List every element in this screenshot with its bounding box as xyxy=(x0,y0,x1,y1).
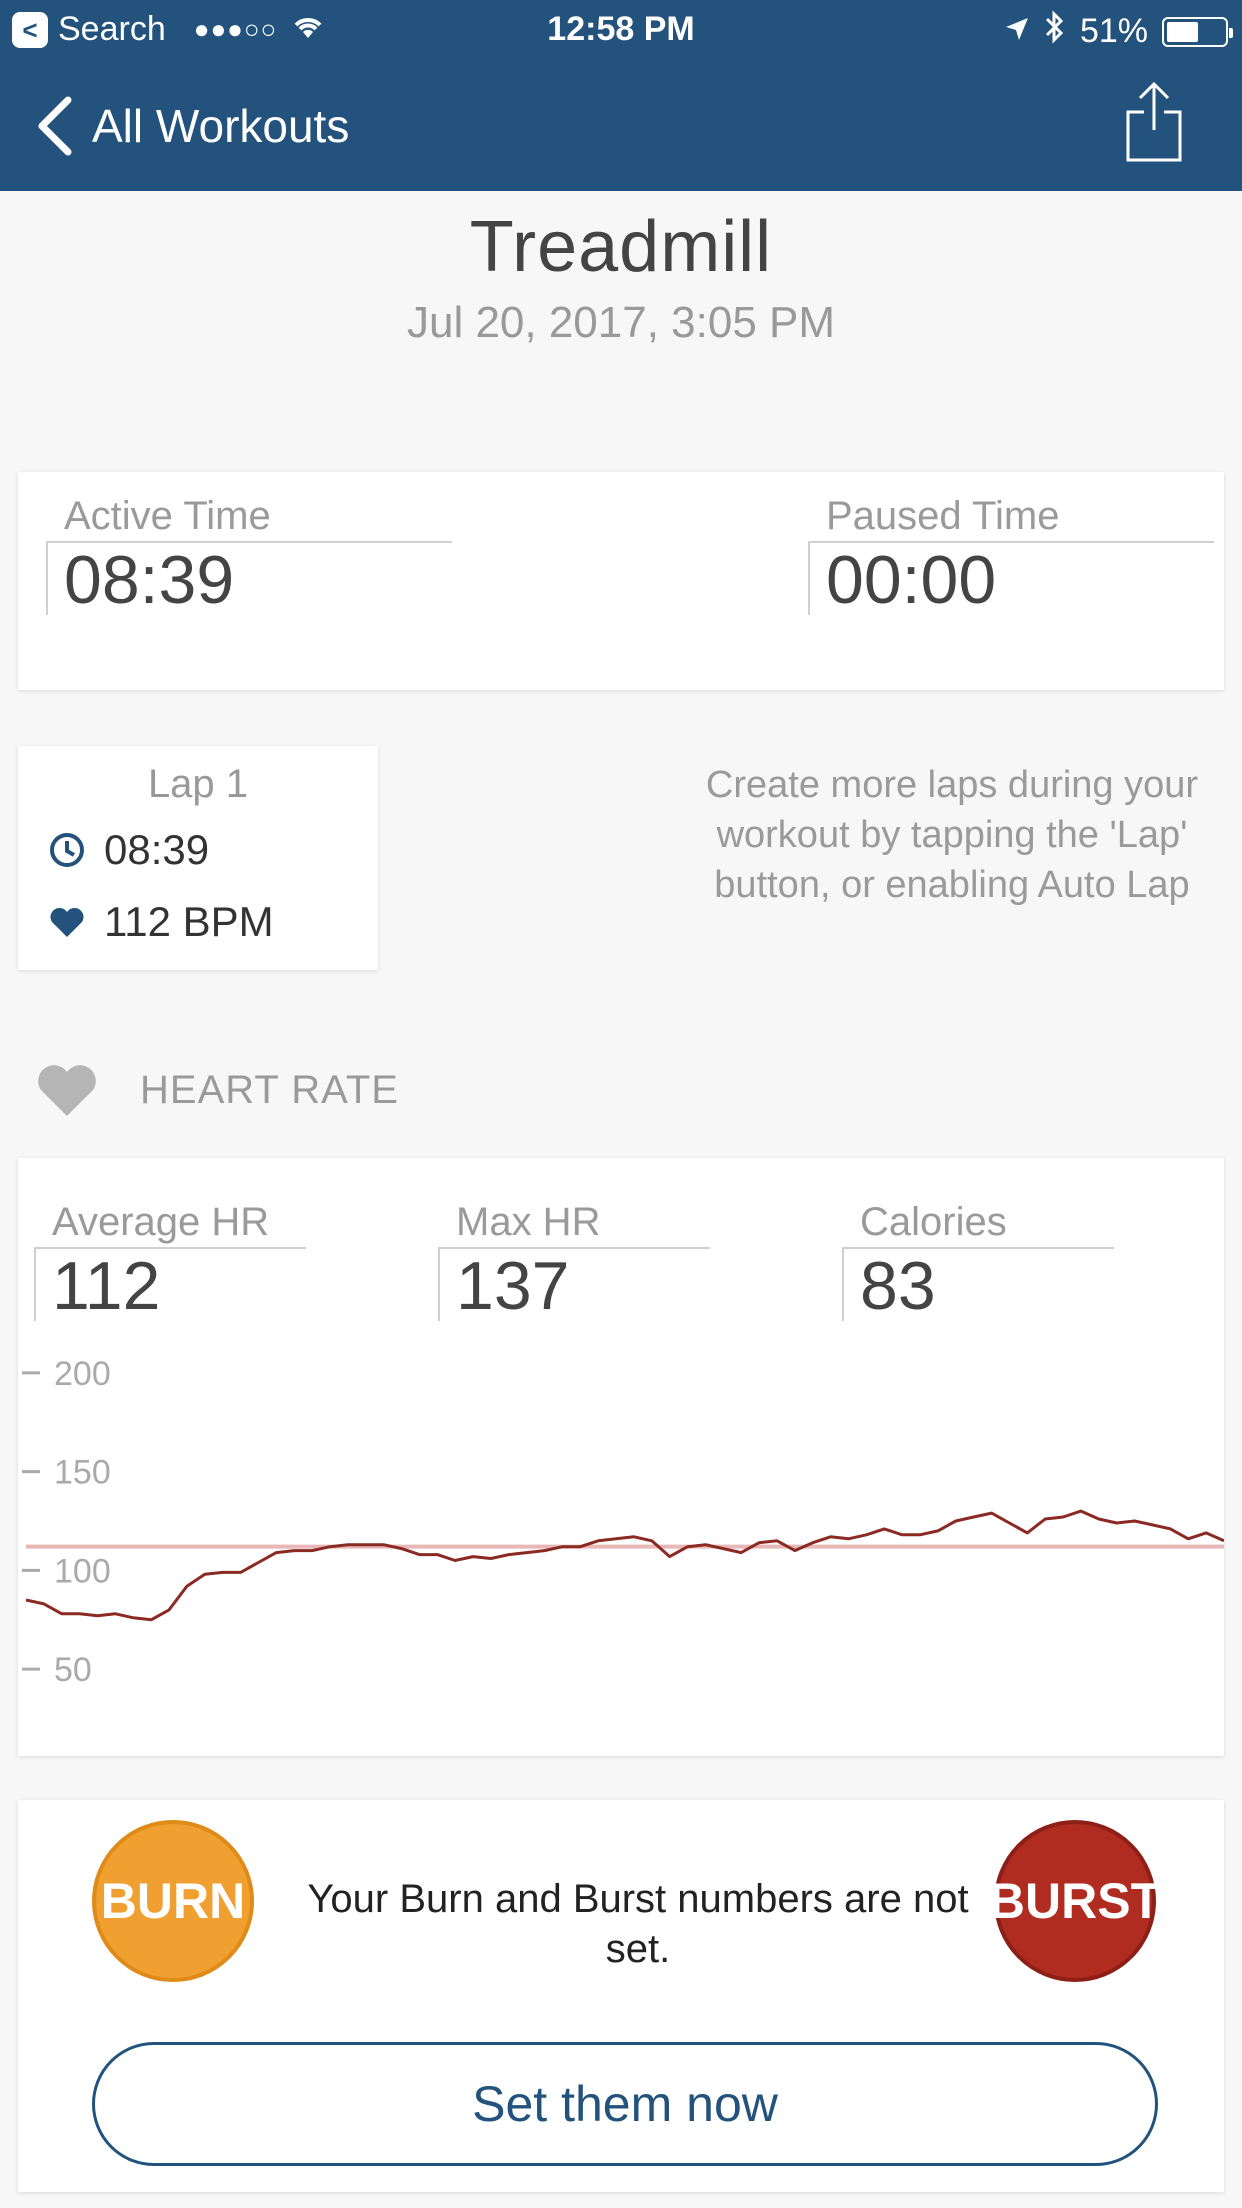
paused-time-label: Paused Time xyxy=(808,494,1214,543)
calories-value: 83 xyxy=(842,1249,1114,1323)
avg-hr-value: 112 xyxy=(34,1249,306,1323)
heart-rate-header: HEART RATE xyxy=(36,1062,399,1118)
battery-percent: 51% xyxy=(1079,12,1148,50)
back-app-label[interactable]: Search xyxy=(58,10,166,48)
heart-rate-card: Average HR 112 Max HR 137 Calories 83 20… xyxy=(18,1158,1224,1756)
max-hr-label: Max HR xyxy=(438,1200,710,1249)
y-tick-label: 150 xyxy=(54,1454,111,1492)
wifi-icon xyxy=(291,12,325,48)
y-tick-label: 50 xyxy=(54,1651,92,1689)
lap-time: 08:39 xyxy=(104,826,210,873)
avg-hr-label: Average HR xyxy=(34,1200,306,1249)
active-time-label: Active Time xyxy=(46,494,452,543)
back-to-app-icon[interactable]: < xyxy=(12,11,48,48)
back-button[interactable]: All Workouts xyxy=(34,96,349,156)
signal-icon: ●●●○○ xyxy=(193,14,278,44)
clock-icon xyxy=(50,833,84,867)
burn-burst-card: BURN Your Burn and Burst numbers are not… xyxy=(18,1800,1224,2192)
calories-stat: Calories 83 xyxy=(842,1200,1114,1323)
lap-bpm: 112 BPM xyxy=(104,898,274,945)
status-bar: < Search ●●●○○ 12:58 PM 51% xyxy=(0,0,1242,60)
battery-icon xyxy=(1162,16,1233,47)
active-time-value: 08:39 xyxy=(46,543,452,617)
burn-badge-label: BURN xyxy=(100,1873,246,1929)
paused-time-value: 00:00 xyxy=(808,543,1214,617)
y-tick-label: 200 xyxy=(54,1355,111,1393)
avg-hr-stat: Average HR 112 xyxy=(34,1200,306,1323)
lap-bpm-row: 112 BPM xyxy=(48,898,274,946)
lap-card[interactable]: Lap 1 08:39 112 BPM xyxy=(18,746,378,970)
active-time-stat: Active Time 08:39 xyxy=(46,494,452,617)
chevron-left-icon xyxy=(38,96,72,156)
paused-time-stat: Paused Time 00:00 xyxy=(808,494,1214,617)
max-hr-value: 137 xyxy=(438,1249,710,1323)
workout-title: Treadmill xyxy=(469,207,773,287)
set-them-now-button[interactable]: Set them now xyxy=(92,2042,1158,2166)
heart-rate-chart: 200 150 100 50 xyxy=(22,1355,1224,1689)
heart-icon xyxy=(38,1065,96,1116)
lap-title: Lap 1 xyxy=(147,762,249,806)
calories-label: Calories xyxy=(842,1200,1114,1249)
share-icon[interactable] xyxy=(1124,80,1184,164)
workout-date: Jul 20, 2017, 3:05 PM xyxy=(406,298,836,347)
burst-badge-icon: BURST xyxy=(989,1820,1161,1982)
status-time: 12:58 PM xyxy=(547,10,695,48)
location-icon xyxy=(1004,12,1030,51)
nav-bar: All Workouts xyxy=(0,60,1242,191)
status-right: 51% xyxy=(1004,10,1233,53)
bluetooth-icon xyxy=(1044,10,1066,53)
back-label[interactable]: All Workouts xyxy=(92,100,350,152)
y-tick-label: 100 xyxy=(54,1552,111,1590)
max-hr-stat: Max HR 137 xyxy=(438,1200,710,1323)
heart-rate-label: HEART RATE xyxy=(140,1067,399,1112)
burst-badge-label: BURST xyxy=(988,1873,1162,1929)
top-bar: < Search ●●●○○ 12:58 PM 51% All Workouts xyxy=(0,0,1242,191)
burn-message: Your Burn and Burst numbers are not set. xyxy=(307,1877,969,1971)
battery-fill xyxy=(1167,21,1198,42)
times-card: Active Time 08:39 Paused Time 00:00 xyxy=(18,472,1224,690)
burn-badge-icon: BURN xyxy=(92,1820,254,1982)
lap-hint: Create more laps during your workout by … xyxy=(705,764,1199,906)
heart-icon xyxy=(50,907,84,937)
heart-rate-series-line xyxy=(25,1509,1224,1622)
lap-time-row: 08:39 xyxy=(48,826,209,874)
status-left[interactable]: < Search ●●●○○ xyxy=(12,10,325,49)
